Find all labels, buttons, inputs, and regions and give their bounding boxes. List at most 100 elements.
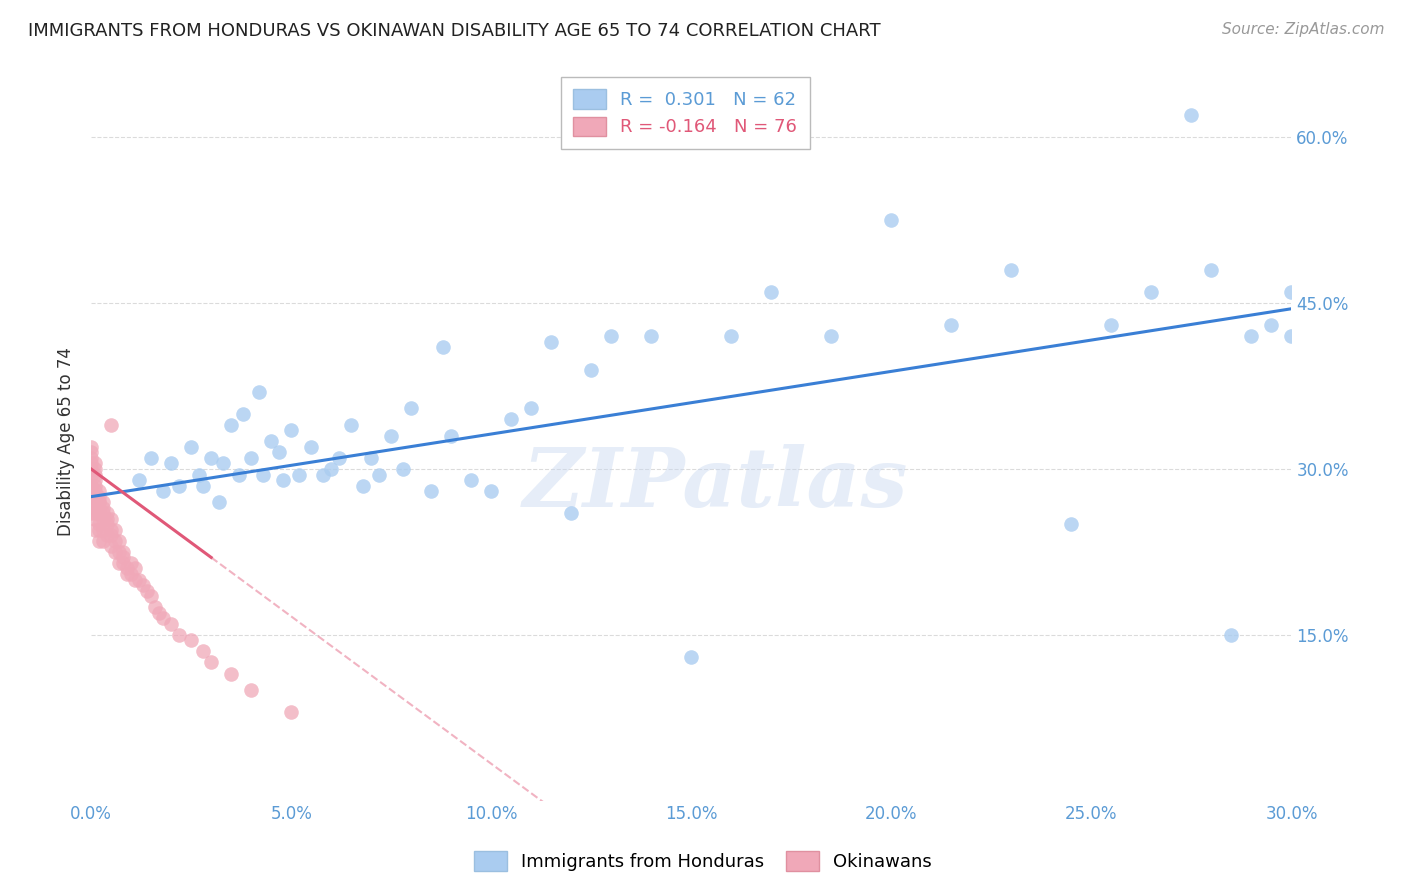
Point (89, 490, 111, 504)
Point (520, 401, 543, 416)
Point (581, 362, 603, 376)
Point (89, 484, 111, 499)
Point (501, 412, 523, 426)
Point (167, 478, 190, 492)
Point (340, 417, 363, 432)
Point (260, 434, 283, 449)
Point (91, 506, 114, 520)
Point (80, 445, 103, 459)
Point (600, 329, 623, 343)
Point (128, 473, 150, 487)
Point (115, 561, 138, 575)
Point (540, 334, 562, 349)
Point (681, 649, 703, 664)
Point (761, 285, 783, 300)
Point (84, 478, 107, 492)
Point (321, 462, 343, 476)
Point (240, 450, 263, 465)
Point (89, 495, 111, 509)
Point (352, 478, 374, 492)
Point (84, 506, 107, 520)
Point (328, 450, 350, 465)
Point (96, 517, 118, 532)
Text: IMMIGRANTS FROM HONDURAS VS OKINAWAN DISABILITY AGE 65 TO 74 CORRELATION CHART: IMMIGRANTS FROM HONDURAS VS OKINAWAN DIS… (28, 22, 880, 40)
Point (368, 467, 391, 482)
Point (228, 467, 250, 482)
Point (128, 573, 150, 587)
Point (479, 484, 502, 499)
Point (219, 417, 242, 432)
Point (89, 517, 111, 532)
Point (160, 616, 183, 631)
Point (80, 457, 103, 471)
Point (100, 523, 122, 537)
Point (1281, 329, 1303, 343)
Point (80, 478, 103, 492)
Point (180, 440, 202, 454)
Text: ZIPatlas: ZIPatlas (523, 444, 908, 524)
Point (167, 628, 190, 642)
Point (91, 533, 114, 548)
Point (360, 450, 382, 465)
Point (1000, 263, 1022, 277)
Point (880, 213, 903, 227)
Point (252, 467, 274, 482)
Point (280, 705, 302, 719)
Point (208, 495, 231, 509)
Point (1240, 329, 1263, 343)
Point (91, 512, 114, 526)
Point (84, 495, 107, 509)
Point (91, 523, 114, 537)
Point (141, 450, 163, 465)
Point (152, 484, 174, 499)
Point (108, 556, 131, 570)
Point (312, 467, 335, 482)
Point (96, 528, 118, 542)
Point (1260, 318, 1282, 333)
Point (280, 423, 302, 437)
Point (91, 495, 114, 509)
Point (80, 495, 103, 509)
Point (392, 462, 415, 476)
Point (124, 561, 146, 575)
Point (108, 545, 131, 559)
Point (136, 583, 159, 598)
Point (152, 611, 174, 625)
Point (112, 556, 135, 570)
Point (247, 384, 270, 399)
Point (80, 440, 103, 454)
Point (1281, 285, 1303, 300)
Point (440, 429, 463, 443)
Point (100, 540, 122, 554)
Point (941, 318, 963, 333)
Point (104, 545, 127, 559)
Point (89, 533, 111, 548)
Point (143, 600, 166, 615)
Point (100, 512, 122, 526)
Point (89, 506, 111, 520)
Point (100, 417, 122, 432)
Point (193, 478, 215, 492)
Legend: R =  0.301   N = 62, R = -0.164   N = 76: R = 0.301 N = 62, R = -0.164 N = 76 (561, 77, 810, 149)
Point (219, 666, 242, 681)
Point (399, 401, 422, 416)
Point (240, 683, 263, 698)
Point (84, 512, 107, 526)
Point (141, 589, 163, 603)
Point (193, 644, 215, 658)
Point (124, 573, 146, 587)
Point (89, 495, 111, 509)
Y-axis label: Disability Age 65 to 74: Disability Age 65 to 74 (58, 347, 75, 536)
Point (80, 478, 103, 492)
Point (96, 506, 118, 520)
Point (1180, 108, 1202, 122)
Point (432, 340, 454, 354)
Point (100, 528, 122, 542)
Point (212, 457, 235, 471)
Point (108, 533, 131, 548)
Point (232, 407, 254, 421)
Point (188, 467, 211, 482)
Point (80, 450, 103, 465)
Point (299, 440, 322, 454)
Point (1140, 285, 1163, 300)
